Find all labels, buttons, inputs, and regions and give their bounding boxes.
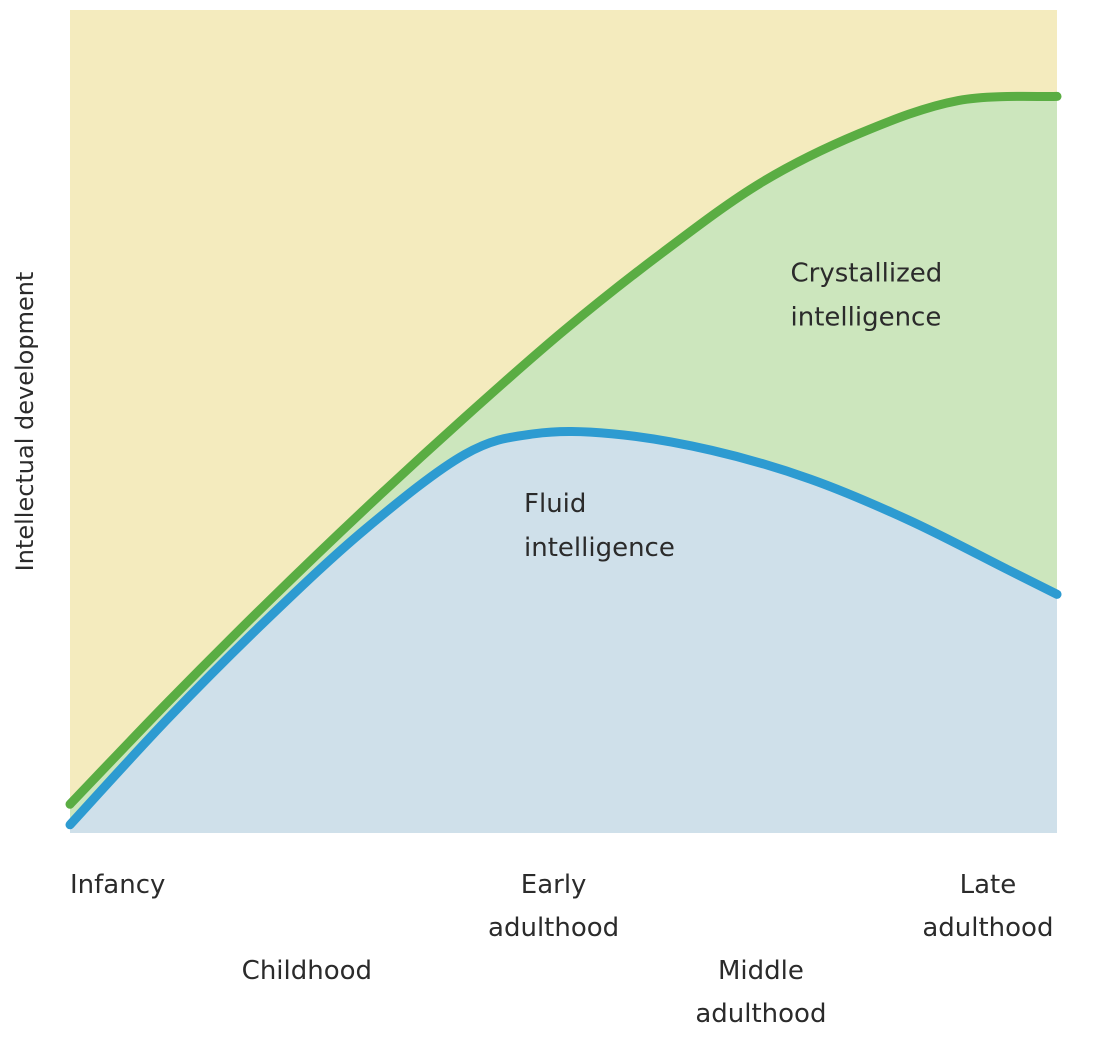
x-tick-infancy: Infancy [70,870,165,900]
x-tick-line: Middle [718,956,804,986]
x-tick-line: Infancy [70,870,165,900]
x-tick-labels: Infancy Childhood Early adulthood Middle adul… [70,870,1053,1029]
x-tick-late-adulthood: Late adulthood [922,870,1053,943]
x-tick-line: adulthood [488,913,619,943]
x-tick-line: Early [521,870,587,900]
area-fills [70,96,1057,833]
fluid-intelligence-label-line: intelligence [524,533,675,563]
series-labels: Crystallized intelligence Fluid intelligenc… [524,259,942,563]
series-lines [65,91,1062,830]
crystallized-intelligence-label-line: intelligence [791,303,942,333]
fluid-intelligence-label: Fluid intelligence [524,489,675,563]
y-axis-label: Intellectual development [11,272,39,572]
crystallized-intelligence-line [65,91,1062,809]
x-tick-line: Childhood [242,956,372,986]
x-tick-line: adulthood [922,913,1053,943]
fluid-intelligence-label-line: Fluid [524,489,586,519]
x-tick-childhood: Childhood [242,956,372,986]
x-tick-line: adulthood [695,999,826,1029]
crystallized-intelligence-label: Crystallized intelligence [791,259,943,333]
fluid-intelligence-line [65,427,1062,830]
x-tick-line: Late [960,870,1017,900]
crystallized-intelligence-label-line: Crystallized [791,259,943,289]
fluid-intelligence-area [70,431,1057,833]
x-tick-middle-adulthood: Middle adulthood [695,956,826,1029]
x-tick-early-adulthood: Early adulthood [488,870,619,943]
